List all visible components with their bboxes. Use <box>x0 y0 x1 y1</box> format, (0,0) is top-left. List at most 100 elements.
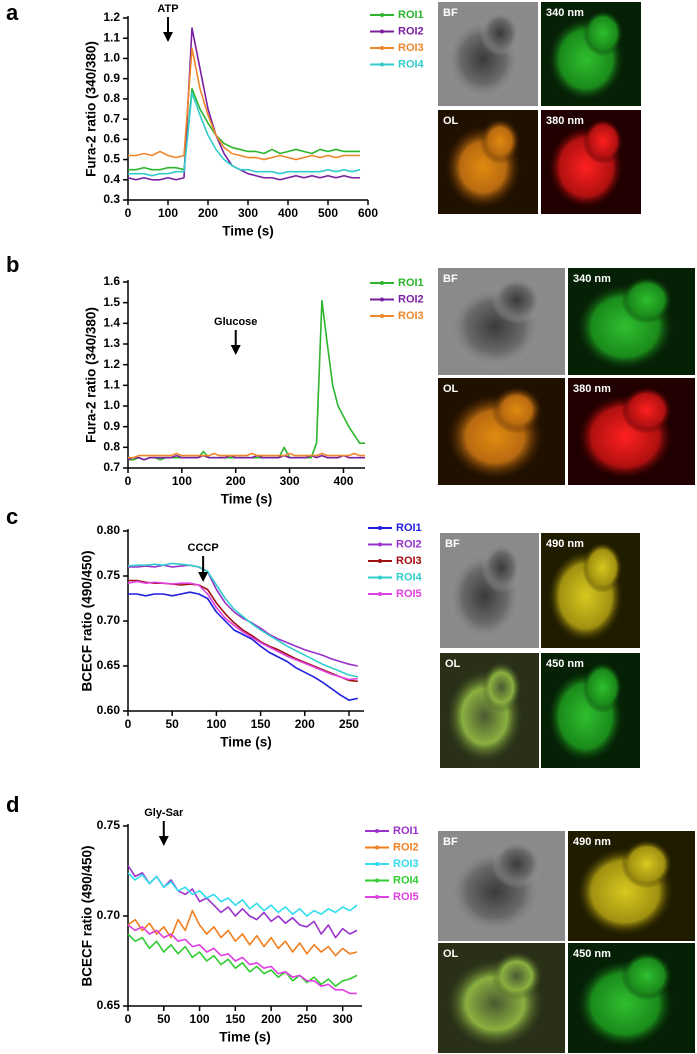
y-tick-label: 1.2 <box>103 10 120 24</box>
legend-label: ROI3 <box>398 310 424 322</box>
annotation: Gly-Sar <box>144 807 184 819</box>
cell-lobe <box>621 276 673 324</box>
y-tick-label: 0.4 <box>103 172 120 186</box>
cell-lobe <box>491 951 543 1001</box>
legend-marker <box>375 862 379 866</box>
cell-lobe <box>481 662 522 713</box>
series-line <box>127 454 365 461</box>
series-line <box>127 865 358 939</box>
y-tick-label: 1.2 <box>103 357 120 371</box>
legend-marker <box>375 829 379 833</box>
y-tick-label: 1.3 <box>103 336 120 350</box>
annotation-arrowhead <box>198 572 209 582</box>
legend-label: ROI1 <box>396 522 422 534</box>
legend-marker <box>378 575 382 580</box>
x-tick-label: 200 <box>295 717 315 731</box>
cell-lobe <box>582 662 623 713</box>
legend-marker <box>380 281 384 285</box>
legend-label: ROI4 <box>396 571 423 583</box>
y-tick-label: 1.0 <box>103 51 120 65</box>
series-line <box>128 47 360 161</box>
legend-marker <box>380 314 384 318</box>
image-label: BF <box>443 836 458 848</box>
legend-label: ROI1 <box>398 9 424 21</box>
x-tick-label: 50 <box>166 717 180 731</box>
legend-marker <box>378 559 382 563</box>
cell-lobe <box>621 386 673 434</box>
series-line <box>127 909 358 957</box>
series-line <box>127 924 357 995</box>
y-tick-label: 0.5 <box>103 152 120 166</box>
panel-letter: b <box>6 252 19 277</box>
x-tick-label: 300 <box>238 206 258 220</box>
y-tick-label: 0.70 <box>97 908 121 922</box>
legend-label: ROI2 <box>396 538 422 550</box>
image-label: BF <box>445 538 460 550</box>
series-line <box>127 580 358 681</box>
series-line <box>128 92 361 177</box>
series-line <box>127 933 358 987</box>
y-tick-label: 1.1 <box>103 30 120 44</box>
legend-label: ROI1 <box>393 825 419 837</box>
cell-lobe <box>491 839 543 889</box>
annotation: CCCP <box>188 542 219 554</box>
y-axis-title: Fura-2 ratio (340/380) <box>84 307 99 443</box>
legend-label: ROI2 <box>398 25 424 37</box>
legend-label: ROI1 <box>398 277 424 289</box>
legend-marker <box>375 845 379 850</box>
cell-lobe <box>481 542 522 593</box>
x-tick-label: 250 <box>339 717 359 731</box>
x-tick-label: 50 <box>157 1012 171 1026</box>
y-tick-label: 1.5 <box>103 295 120 309</box>
y-tick-label: 0.75 <box>97 818 121 832</box>
legend-label: ROI5 <box>396 588 422 600</box>
legend-label: ROI3 <box>396 555 422 567</box>
image-label: OL <box>443 383 459 395</box>
y-tick-label: 0.65 <box>97 658 121 672</box>
annotation-arrowhead <box>163 32 173 42</box>
legend-marker <box>380 29 384 34</box>
x-tick-label: 400 <box>333 474 353 488</box>
y-tick-label: 0.65 <box>97 998 121 1012</box>
image-label: OL <box>443 115 459 127</box>
series-line <box>128 564 358 667</box>
x-axis-title: Time (s) <box>222 224 274 239</box>
x-tick-label: 600 <box>358 206 378 220</box>
y-tick-label: 0.80 <box>97 523 121 537</box>
legend-marker <box>375 878 379 883</box>
legend-marker <box>380 13 384 17</box>
cell-lobe <box>583 10 623 57</box>
image-label: 450 nm <box>573 948 611 960</box>
y-axis-title: Fura-2 ratio (340/380) <box>84 41 99 177</box>
panel-letter: a <box>6 0 19 25</box>
legend-label: ROI3 <box>393 858 419 870</box>
legend-marker <box>378 542 382 547</box>
x-tick-label: 300 <box>333 1012 353 1026</box>
legend-label: ROI4 <box>393 874 420 886</box>
legend-label: ROI3 <box>398 42 424 54</box>
x-tick-label: 250 <box>297 1012 317 1026</box>
x-tick-label: 100 <box>172 474 192 488</box>
x-tick-label: 200 <box>198 206 218 220</box>
image-label: 380 nm <box>573 383 611 395</box>
series-line <box>128 591 358 701</box>
y-tick-label: 0.8 <box>103 91 120 105</box>
panel-letter: d <box>6 792 19 817</box>
x-tick-label: 200 <box>226 474 246 488</box>
y-tick-label: 0.75 <box>97 568 121 582</box>
y-tick-label: 0.9 <box>103 71 120 85</box>
x-axis-title: Time (s) <box>219 1030 271 1045</box>
series-line <box>127 27 360 181</box>
y-tick-label: 0.9 <box>103 419 120 433</box>
x-tick-label: 0 <box>125 474 132 488</box>
y-tick-label: 1.4 <box>103 316 120 330</box>
y-tick-label: 0.60 <box>97 703 121 717</box>
x-tick-label: 150 <box>225 1012 245 1026</box>
image-label: 490 nm <box>573 836 611 848</box>
cell-lobe <box>582 542 623 593</box>
y-axis-title: BCECF ratio (490/450) <box>80 845 95 986</box>
annotation: ATP <box>157 3 178 15</box>
cell-lobe <box>480 118 520 165</box>
x-tick-label: 100 <box>158 206 178 220</box>
